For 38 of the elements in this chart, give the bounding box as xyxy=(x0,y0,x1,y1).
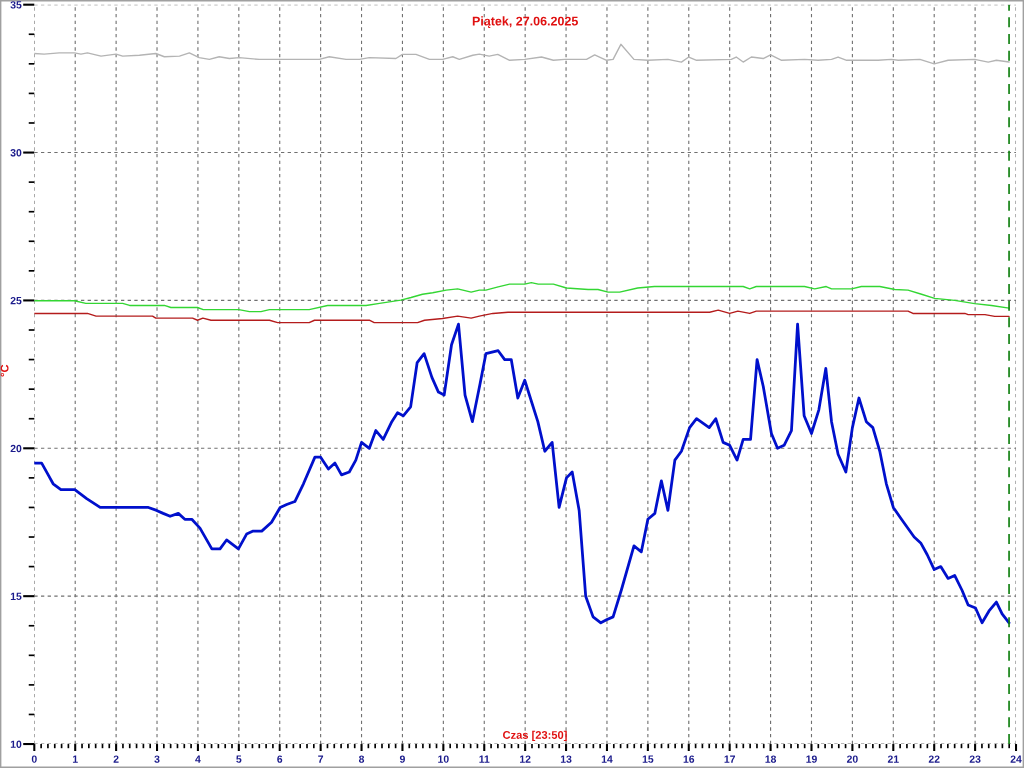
x-tick-label: 6 xyxy=(277,755,283,763)
line-series xyxy=(34,309,1010,324)
x-tick-label: 23 xyxy=(969,755,981,763)
x-tick-label: 18 xyxy=(765,755,777,763)
x-tick-label: 8 xyxy=(358,755,365,763)
x-tick-label: 10 xyxy=(438,755,449,763)
y-tick-label: 25 xyxy=(10,296,22,305)
y-tick-label: 30 xyxy=(10,149,22,157)
x-tick-label: 22 xyxy=(928,755,940,763)
x-tick-label: 15 xyxy=(642,755,654,763)
y-axis-title: °C xyxy=(0,364,9,377)
x-tick-label: 0 xyxy=(31,755,37,763)
x-tick-label: 4 xyxy=(195,755,201,763)
y-tick-label: 15 xyxy=(10,592,22,601)
x-tick-label: 24 xyxy=(1010,755,1022,763)
x-axis-title: Czas [23:50] xyxy=(503,730,567,742)
x-tick-label: 17 xyxy=(724,755,736,763)
x-tick-label: 5 xyxy=(236,755,242,763)
x-tick-label: 11 xyxy=(479,755,490,763)
x-tick-label: 12 xyxy=(520,755,531,763)
line-series xyxy=(34,43,1010,65)
x-tick-label: 13 xyxy=(560,755,572,763)
x-tick-label: 16 xyxy=(683,755,695,763)
line-series xyxy=(34,281,1010,313)
y-tick-label: 20 xyxy=(10,444,22,453)
line-series xyxy=(34,322,1011,625)
x-tick-label: 19 xyxy=(806,755,817,763)
x-tick-label: 21 xyxy=(887,755,899,763)
x-tick-label: 14 xyxy=(601,755,613,763)
text: Piątek, 27.06.2025 xyxy=(472,16,578,28)
x-tick-label: 2 xyxy=(113,755,119,763)
x-tick-label: 20 xyxy=(846,755,858,763)
x-tick-label: 1 xyxy=(72,755,78,763)
y-tick-label: 10 xyxy=(10,740,22,748)
y-tick-label: 35 xyxy=(10,1,22,9)
x-tick-label: 3 xyxy=(154,755,160,763)
x-tick-label: 9 xyxy=(399,755,405,763)
x-tick-label: 7 xyxy=(318,755,324,763)
